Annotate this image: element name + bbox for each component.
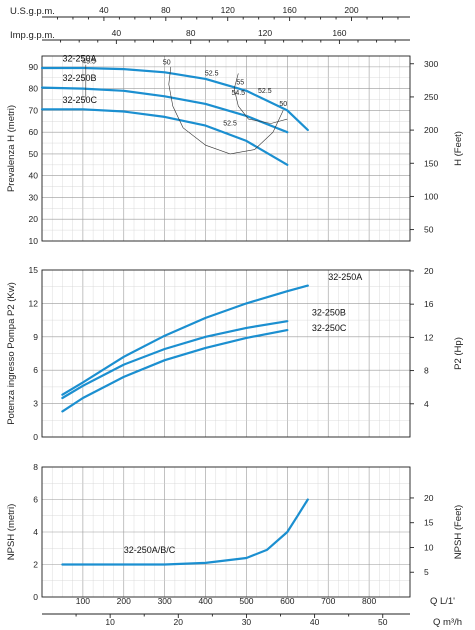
top-axis-impgpm-label: 120 (258, 28, 272, 38)
y2-axis-title: H (Feet) (453, 131, 464, 166)
x-tick-label: 700 (321, 596, 335, 606)
y-axis-title: Potenza ingresso Pompa P2 (Kw) (6, 282, 17, 425)
y-tick-label: 70 (29, 105, 39, 115)
x-tick-label: 600 (280, 596, 294, 606)
series-line-32-250c (40, 108, 289, 166)
y-tick-label: 0 (33, 592, 38, 602)
series-label-32-250b: 32-250B (62, 73, 96, 83)
series-line-32-250b (61, 320, 289, 400)
x2-tick-label: 50 (378, 617, 388, 627)
top-axis-usgpm-label: 120 (221, 5, 235, 15)
y2-tick-label: 15 (424, 518, 434, 528)
y-axis-title: Prevalenza H (metri) (6, 105, 17, 192)
y-tick-label: 0 (33, 432, 38, 442)
y-tick-label: 4 (33, 527, 38, 537)
top-axis-impgpm-label: 160 (332, 28, 346, 38)
efficiency-label: 50 (279, 101, 287, 108)
series-label-npsh: 32-250A/B/C (124, 545, 176, 555)
efficiency-label: 52.5 (223, 121, 237, 128)
series-line-32-250c (61, 329, 289, 413)
y2-tick-label: 16 (424, 299, 434, 309)
x2-tick-label: 30 (242, 617, 252, 627)
efficiency-label: 52.5 (205, 71, 219, 78)
series-label-32-250a: 32-250A (328, 272, 362, 282)
y2-tick-label: 12 (424, 332, 434, 342)
y2-tick-label: 200 (424, 125, 438, 135)
top-axis-usgpm-title: U.S.g.p.m. (10, 6, 55, 17)
y-tick-label: 3 (33, 399, 38, 409)
x-tick-label: 500 (239, 596, 253, 606)
top-axis-usgpm-label: 80 (161, 5, 171, 15)
top-axis-impgpm-title: Imp.g.p.m. (10, 30, 55, 41)
x-tick-label: 200 (117, 596, 131, 606)
x2-tick-label: 10 (105, 617, 115, 627)
x-tick-label: 800 (362, 596, 376, 606)
efficiency-label: 50 (163, 60, 171, 67)
y2-tick-label: 10 (424, 542, 434, 552)
y-tick-label: 9 (33, 332, 38, 342)
series-label-32-250c: 32-250C (62, 95, 97, 105)
y2-tick-label: 4 (424, 399, 429, 409)
y-tick-label: 90 (29, 62, 39, 72)
power-panel (41, 269, 414, 438)
power-frame (41, 269, 411, 438)
x-axis-title-m3h: Q m³/h (433, 617, 462, 628)
y2-tick-label: 300 (424, 59, 438, 69)
top-axis-usgpm-label: 160 (283, 5, 297, 15)
x2-tick-label: 20 (174, 617, 184, 627)
y-tick-label: 6 (33, 495, 38, 505)
y-tick-label: 6 (33, 365, 38, 375)
series-line-32-250a (40, 66, 309, 132)
y2-tick-label: 250 (424, 92, 438, 102)
y2-axis-title: NPSH (Feet) (453, 505, 464, 559)
series-line-32-250b (40, 86, 289, 134)
npsh-panel (41, 466, 414, 598)
y-tick-label: 60 (29, 127, 39, 137)
y-tick-label: 20 (29, 214, 39, 224)
y2-axis-title: P2 (Hp) (453, 337, 464, 370)
series-line-32-250a (61, 284, 309, 396)
efficiency-curve (168, 66, 284, 155)
y-tick-label: 10 (29, 236, 39, 246)
y2-tick-label: 150 (424, 158, 438, 168)
x-tick-label: 300 (158, 596, 172, 606)
x-tick-label: 100 (76, 596, 90, 606)
y2-tick-label: 8 (424, 366, 429, 376)
efficiency-curve (233, 73, 288, 124)
y-tick-label: 12 (29, 298, 39, 308)
top-axis-impgpm-label: 80 (186, 28, 196, 38)
efficiency-label: 54.5 (231, 90, 245, 97)
y2-tick-label: 100 (424, 191, 438, 201)
y-tick-label: 50 (29, 149, 39, 159)
top-axis-usgpm-label: 200 (344, 5, 358, 15)
y-tick-label: 15 (29, 265, 39, 275)
series-line-32-250a/b/c (61, 498, 309, 566)
efficiency-label: 45.5 (82, 59, 96, 66)
series-label-32-250c: 32-250C (312, 323, 347, 333)
y2-tick-label: 20 (424, 266, 434, 276)
x-tick-label: 400 (198, 596, 212, 606)
y-tick-label: 2 (33, 560, 38, 570)
y2-tick-label: 5 (424, 567, 429, 577)
x-axis-title-lpm: Q L/1' (430, 596, 455, 607)
head-frame (41, 55, 411, 242)
npsh-frame (41, 466, 411, 598)
y-tick-label: 30 (29, 192, 39, 202)
top-axis-impgpm-label: 40 (112, 28, 122, 38)
y-tick-label: 80 (29, 84, 39, 94)
x2-tick-label: 40 (310, 617, 320, 627)
series-label-32-250a: 32-250A (62, 53, 96, 63)
y2-tick-label: 50 (424, 225, 434, 235)
efficiency-label: 55 (236, 79, 244, 86)
series-label-32-250b: 32-250B (312, 308, 346, 318)
head-panel (40, 55, 414, 242)
y-tick-label: 40 (29, 171, 39, 181)
top-axis-usgpm-label: 40 (99, 5, 109, 15)
y2-tick-label: 20 (424, 493, 434, 503)
y-axis-title: NPSH (metri) (6, 504, 17, 560)
efficiency-label: 52.5 (258, 88, 272, 95)
y-tick-label: 8 (33, 462, 38, 472)
